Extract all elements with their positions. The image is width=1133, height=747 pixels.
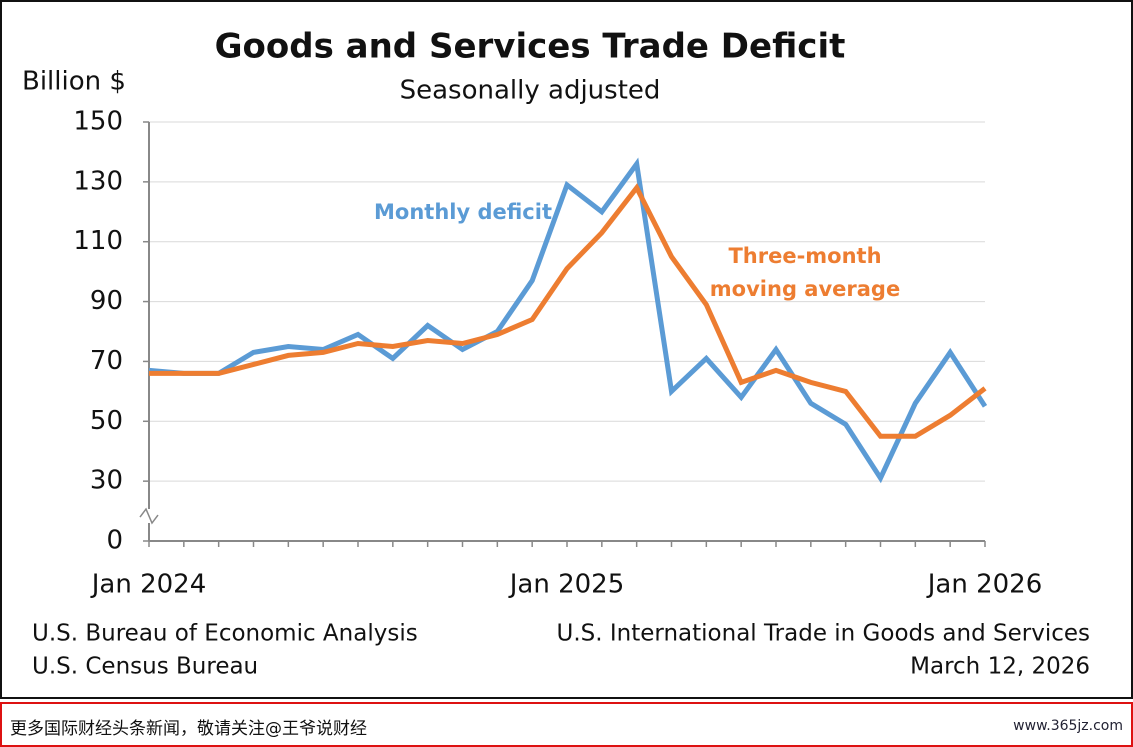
y-tick-label: 150 — [73, 107, 123, 137]
banner-site[interactable]: www.365jz.com — [1013, 718, 1123, 734]
y-tick-label: 0 — [106, 526, 123, 556]
y-tick-label: 70 — [90, 346, 123, 376]
series-line — [149, 183, 987, 439]
chart-subtitle: Seasonally adjusted — [400, 76, 661, 106]
report-date: March 12, 2026 — [910, 654, 1090, 680]
banner: 更多国际财经头条新闻，敬请关注@王爷说财经 www.365jz.com — [0, 702, 1133, 747]
x-tick-label: Jan 2025 — [508, 570, 625, 600]
series-label: Three-month moving average — [709, 244, 901, 301]
source: U.S. Bureau of Economic Analysis — [32, 621, 418, 647]
series-line — [148, 157, 988, 484]
chart: Goods and Services Trade Deficit Seasona… — [22, 27, 1090, 680]
chart-title: Goods and Services Trade Deficit — [215, 27, 846, 67]
y-tick-label: 130 — [73, 166, 123, 196]
axis-break — [139, 507, 159, 525]
y-tick-label: 110 — [73, 226, 123, 256]
series-label: Monthly deficit — [374, 200, 552, 224]
report-name: U.S. International Trade in Goods and Se… — [557, 621, 1090, 647]
y-tick-label: 90 — [90, 286, 123, 316]
y-tick-label: 50 — [90, 406, 123, 436]
y-tick-label: 30 — [90, 466, 123, 496]
y-axis-label: Billion $ — [22, 67, 126, 97]
banner-text: 更多国际财经头条新闻，敬请关注@王爷说财经 — [10, 719, 367, 739]
x-tick-label: Jan 2026 — [926, 570, 1043, 600]
chart-frame — [0, 0, 1133, 699]
x-tick-label: Jan 2024 — [90, 570, 207, 600]
source: U.S. Census Bureau — [32, 654, 258, 680]
